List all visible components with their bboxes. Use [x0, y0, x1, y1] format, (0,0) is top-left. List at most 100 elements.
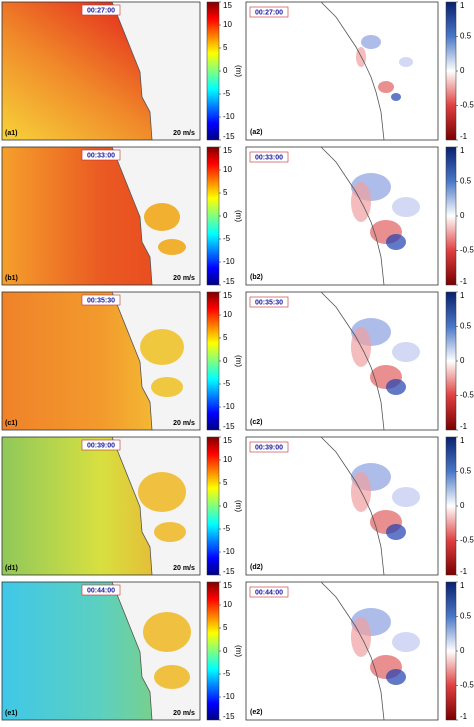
colorbar-tick-label: -5: [223, 89, 231, 98]
scale-label: 20 m/s: [173, 130, 195, 137]
frame: [1, 581, 201, 721]
panel-label: (a1): [5, 130, 17, 137]
time-box: [81, 149, 121, 161]
colorbar-tick-label: 15: [223, 581, 232, 590]
colorbar-tick-label: 0: [223, 211, 228, 220]
colorbar-tick-label: -1: [460, 277, 468, 286]
frame: [1, 436, 201, 576]
colorbar-tick-label: -15: [223, 712, 235, 721]
time-box: [81, 584, 121, 596]
colorbar: [206, 1, 220, 141]
colorbar-tick-label: 10: [223, 600, 232, 609]
colorbar-tick-label: -5: [223, 669, 231, 678]
colorbar-unit: (m): [234, 645, 243, 657]
coastline: [320, 1, 385, 141]
right-map: 00:44:00 (e2): [245, 581, 439, 721]
left-map: 00:39:00 (d1) 20 m/s: [1, 436, 201, 576]
difference-patch: [392, 197, 420, 217]
colorbar-tick-label: -15: [223, 132, 235, 141]
time-stamp: 00:35:30: [87, 297, 115, 304]
colorbar-tick-label: 15: [223, 436, 232, 445]
difference-patch: [392, 632, 420, 652]
time-stamp: 00:33:00: [87, 152, 115, 159]
colorbar: [206, 436, 220, 576]
colorbar-tick-label: 0: [223, 66, 228, 75]
time-box: [81, 294, 121, 306]
left-map: 00:44:00 (e1) 20 m/s: [1, 581, 201, 721]
colorbar-tick-label: -5: [223, 234, 231, 243]
coastline: [320, 291, 385, 431]
colorbar-tick-label: 0: [460, 501, 465, 510]
colorbar-tick-label: 0: [460, 211, 465, 220]
time-box: [249, 6, 289, 18]
difference-patch: [392, 342, 420, 362]
coastline: [111, 146, 153, 286]
colorbar-tick-label: 1: [460, 146, 465, 155]
colorbar-tick-label: 5: [223, 623, 228, 632]
time-stamp: 00:27:00: [87, 7, 115, 14]
colorbar-tick-label: -10: [223, 547, 235, 556]
difference-patch: [392, 487, 420, 507]
colorbar: [445, 581, 457, 721]
coastline: [320, 581, 385, 721]
colorbar-tick-label: 0.5: [460, 322, 472, 331]
colorbar-tick-label: -0.5: [460, 246, 474, 255]
background: [245, 1, 439, 141]
colorbar-tick-label: 5: [223, 478, 228, 487]
colorbar-tick-label: -0.5: [460, 536, 474, 545]
panel-label: (c2): [250, 419, 262, 426]
colorbar-tick-label: -10: [223, 692, 235, 701]
time-stamp: 00:44:00: [87, 587, 115, 594]
colorbar-tick-label: 10: [223, 20, 232, 29]
time-box: [249, 296, 289, 308]
right-map: 00:27:00 (a2): [245, 1, 439, 141]
coastline: [320, 146, 385, 286]
inundation: [154, 665, 190, 689]
time-box: [249, 441, 289, 453]
colorbar-tick-label: 0.5: [460, 177, 472, 186]
time-box: [249, 151, 289, 163]
colorbar-tick-label: 15: [223, 146, 232, 155]
right-map: 00:35:30 (c2): [245, 291, 439, 431]
colorbar-tick-label: -5: [223, 524, 231, 533]
frame: [1, 1, 201, 141]
colorbar-tick-label: 1: [460, 1, 465, 10]
colorbar-tick-label: 0: [223, 356, 228, 365]
colorbar: [445, 146, 457, 286]
inundation: [143, 612, 191, 652]
right-map: 00:33:00 (b2): [245, 146, 439, 286]
land: [112, 2, 200, 140]
coastline: [111, 436, 153, 576]
inundation: [138, 472, 186, 512]
difference-patch: [386, 524, 406, 540]
time-stamp: 00:27:00: [255, 9, 283, 16]
colorbar-tick-label: 0: [460, 646, 465, 655]
colorbar-tick-label: -1: [460, 712, 468, 721]
colorbar-tick-label: -10: [223, 112, 235, 121]
time-stamp: 00:39:00: [87, 442, 115, 449]
colorbar-tick-label: 1: [460, 436, 465, 445]
colorbar-tick-label: 0.5: [460, 32, 472, 41]
colorbar: [206, 146, 220, 286]
panel-label: (d2): [250, 564, 263, 571]
colorbar-tick-label: -0.5: [460, 681, 474, 690]
colorbar-tick-label: -1: [460, 422, 468, 431]
colorbar-tick-label: 0.5: [460, 467, 472, 476]
colorbar-unit: (m): [234, 210, 243, 222]
time-box: [249, 586, 289, 598]
left-map: 00:33:00 (b1) 20 m/s: [1, 146, 201, 286]
colorbar: [445, 291, 457, 431]
coastline: [320, 436, 385, 576]
inundation: [158, 239, 186, 255]
colorbar-tick-label: -0.5: [460, 101, 474, 110]
difference-patch: [386, 234, 406, 250]
colorbar-tick-label: 5: [223, 333, 228, 342]
right-map: 00:39:00 (d2): [245, 436, 439, 576]
colorbar-tick-label: -1: [460, 132, 468, 141]
inundation: [140, 329, 184, 365]
colorbar-tick-label: 0: [460, 66, 465, 75]
scale-label: 20 m/s: [173, 710, 195, 717]
panel-label: (d1): [5, 565, 18, 572]
colorbar-tick-label: -1: [460, 567, 468, 576]
panel-label: (b1): [5, 275, 18, 282]
